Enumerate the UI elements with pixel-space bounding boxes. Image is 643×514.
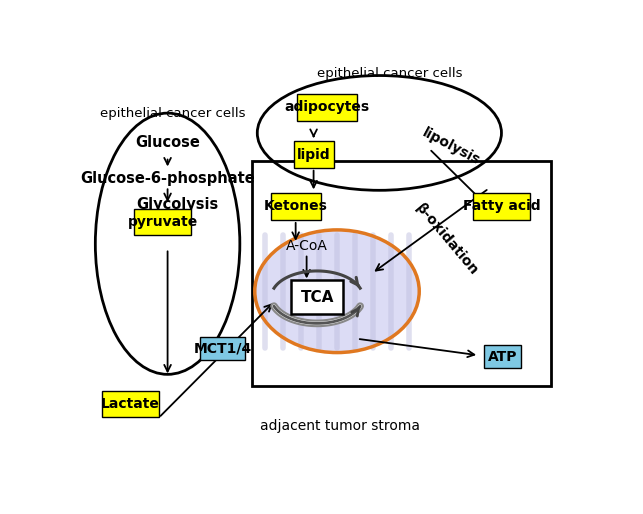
Text: A-CoA: A-CoA [285, 238, 327, 253]
Text: lipolysis: lipolysis [421, 126, 483, 168]
Text: TCA: TCA [300, 290, 334, 305]
Text: lipid: lipid [297, 148, 331, 162]
Text: epithelial cancer cells: epithelial cancer cells [316, 67, 462, 80]
Ellipse shape [255, 230, 419, 353]
FancyBboxPatch shape [473, 193, 530, 219]
Text: MCT1/4: MCT1/4 [194, 342, 251, 356]
Text: Glucose: Glucose [135, 135, 200, 150]
Text: Glycolysis: Glycolysis [136, 197, 219, 212]
Text: pyruvate: pyruvate [127, 215, 198, 229]
Text: β-oxidation: β-oxidation [413, 201, 480, 279]
FancyBboxPatch shape [291, 280, 343, 314]
Text: adjacent tumor stroma: adjacent tumor stroma [260, 419, 419, 433]
FancyBboxPatch shape [134, 209, 191, 235]
Text: adipocytes: adipocytes [284, 100, 370, 114]
Text: Ketones: Ketones [264, 199, 327, 213]
Text: epithelial cancer cells: epithelial cancer cells [100, 106, 246, 120]
Text: ATP: ATP [487, 350, 517, 363]
Text: Fatty acid: Fatty acid [463, 199, 540, 213]
FancyBboxPatch shape [484, 345, 521, 368]
Ellipse shape [255, 230, 419, 353]
Text: Glucose-6-phosphate: Glucose-6-phosphate [80, 171, 255, 186]
FancyBboxPatch shape [271, 193, 321, 219]
FancyBboxPatch shape [297, 94, 357, 121]
Bar [252, 160, 551, 386]
FancyBboxPatch shape [200, 337, 245, 360]
FancyBboxPatch shape [294, 141, 334, 168]
Text: Lactate: Lactate [101, 397, 159, 411]
FancyBboxPatch shape [102, 391, 159, 417]
